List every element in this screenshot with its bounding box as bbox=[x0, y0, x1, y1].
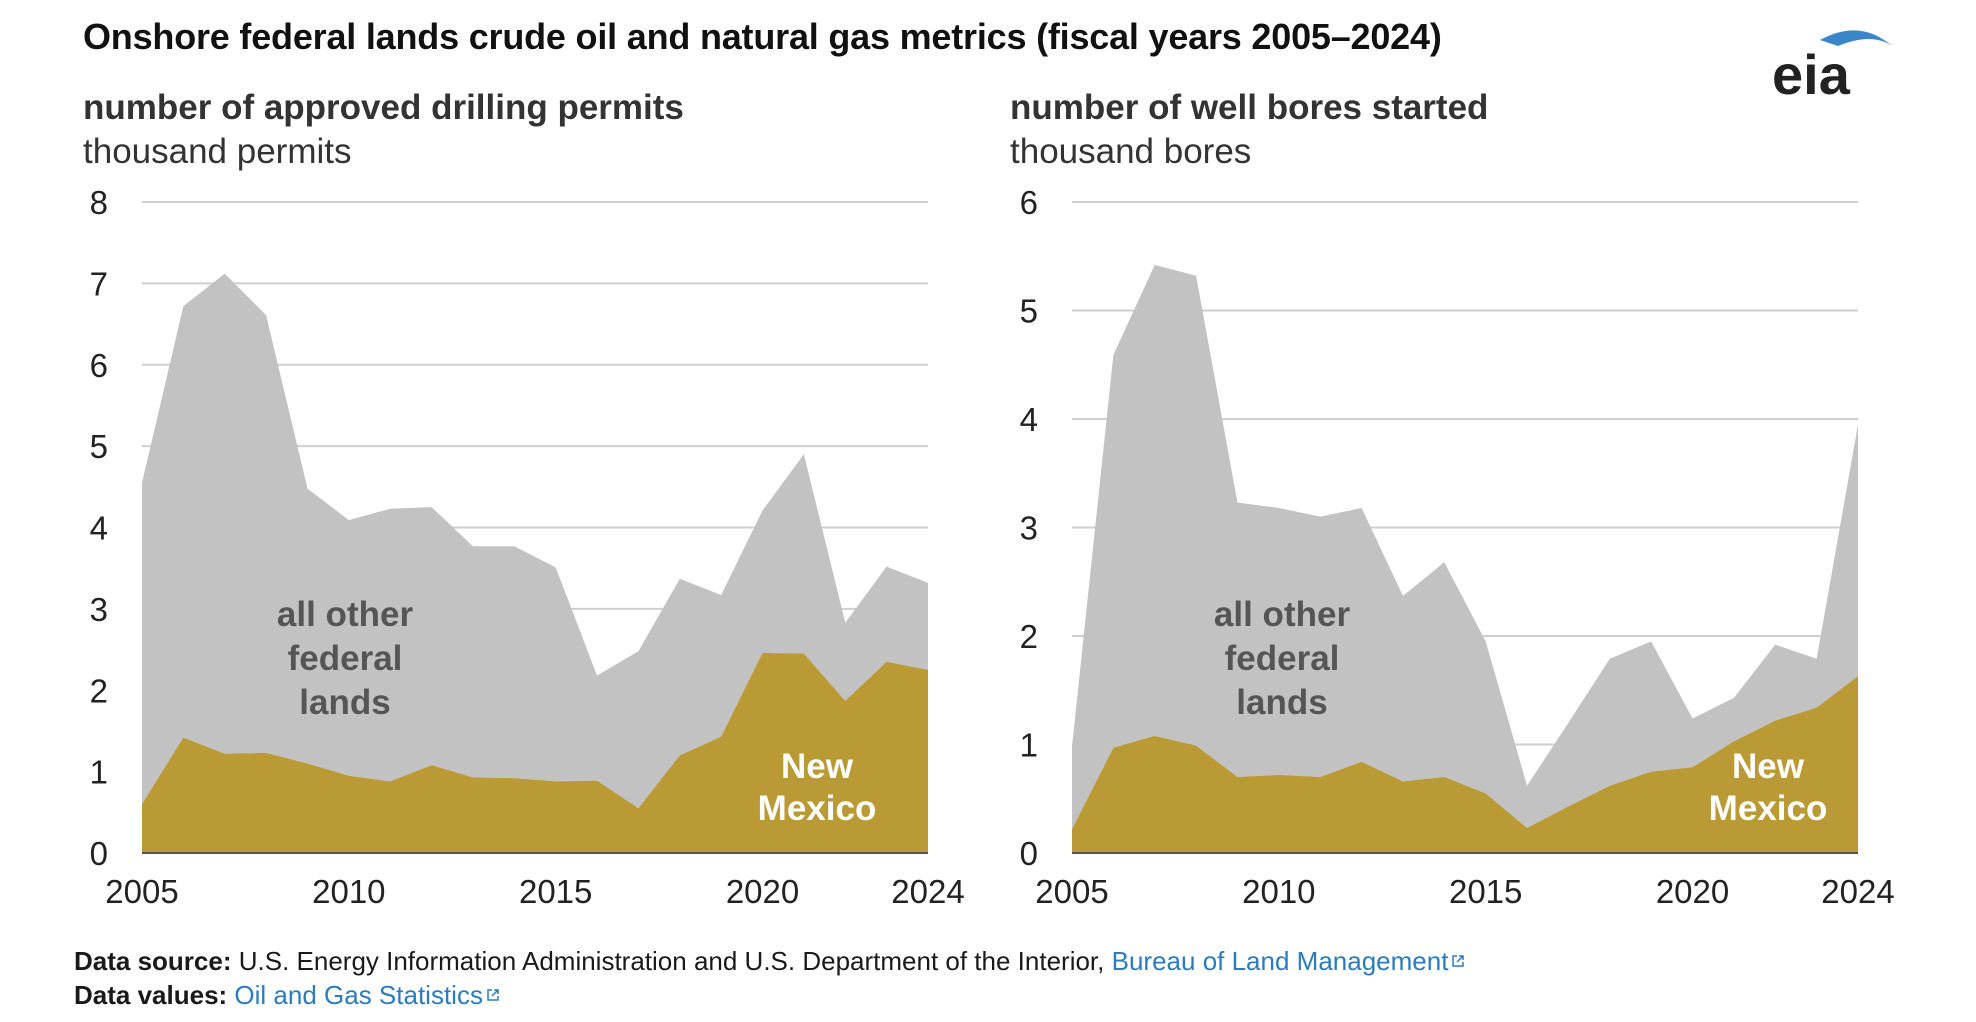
series-label-line: Mexico bbox=[758, 789, 877, 828]
logo-text: eia bbox=[1772, 43, 1851, 106]
x-tick-label: 2024 bbox=[891, 873, 964, 910]
source-label: Data source: bbox=[74, 946, 232, 976]
y-tick-label: 8 bbox=[90, 184, 108, 221]
y-tick-label: 7 bbox=[90, 265, 108, 302]
footer: Data source: U.S. Energy Information Adm… bbox=[74, 944, 1465, 1012]
x-tick-label: 2024 bbox=[1821, 873, 1894, 910]
series-label-line: federal bbox=[288, 639, 403, 678]
well-bores-chart: 0 1 2 3 4 5 6 2005 2010 2015 2020 2024 all other fede… bbox=[1020, 184, 1895, 910]
series-label-all-other-federal-lands: all other federal lands bbox=[1214, 595, 1351, 722]
series-label-line: New bbox=[781, 747, 854, 786]
y-tick-label: 2 bbox=[90, 672, 108, 709]
x-tick-label: 2020 bbox=[1656, 873, 1729, 910]
y-tick-label: 2 bbox=[1020, 618, 1038, 655]
area-new-mexico bbox=[1072, 676, 1858, 853]
y-tick-label: 3 bbox=[1020, 510, 1038, 547]
y-tick-label: 1 bbox=[90, 754, 108, 791]
y-tick-label: 3 bbox=[90, 591, 108, 628]
area-all-other-federal-lands bbox=[142, 273, 928, 809]
left-panel-title: number of approved drilling permits bbox=[83, 88, 684, 127]
x-tick-label: 2010 bbox=[312, 873, 385, 910]
x-tick-label: 2020 bbox=[726, 873, 799, 910]
right-panel-unit: thousand bores bbox=[1010, 132, 1252, 171]
series-label-line: federal bbox=[1225, 639, 1340, 678]
series-label-line: all other bbox=[1214, 595, 1351, 634]
series-label-line: Mexico bbox=[1709, 789, 1828, 828]
y-tick-label: 6 bbox=[1020, 184, 1038, 221]
left-panel-unit: thousand permits bbox=[83, 132, 352, 171]
x-tick-label: 2015 bbox=[1449, 873, 1522, 910]
right-panel-title: number of well bores started bbox=[1010, 88, 1489, 127]
values-label: Data values: bbox=[74, 980, 228, 1010]
oil-gas-statistics-link[interactable]: Oil and Gas Statistics bbox=[234, 980, 483, 1010]
x-tick-label: 2005 bbox=[105, 873, 178, 910]
y-tick-label: 5 bbox=[90, 428, 108, 465]
series-label-new-mexico: New Mexico bbox=[1709, 747, 1828, 828]
series-label-line: lands bbox=[299, 683, 390, 722]
source-line: Data source: U.S. Energy Information Adm… bbox=[74, 944, 1465, 978]
series-label-all-other-federal-lands: all other federal lands bbox=[277, 595, 414, 722]
series-label-line: lands bbox=[1236, 683, 1327, 722]
y-tick-label: 0 bbox=[90, 835, 108, 872]
y-tick-label: 1 bbox=[1020, 727, 1038, 764]
y-tick-label: 5 bbox=[1020, 293, 1038, 330]
series-label-new-mexico: New Mexico bbox=[758, 747, 877, 828]
values-line: Data values: Oil and Gas Statistics bbox=[74, 978, 1465, 1012]
y-tick-label: 0 bbox=[1020, 835, 1038, 872]
logo-arc-icon bbox=[1820, 30, 1892, 46]
blm-link[interactable]: Bureau of Land Management bbox=[1111, 946, 1449, 976]
chart-title: Onshore federal lands crude oil and natu… bbox=[83, 16, 1442, 57]
x-tick-label: 2005 bbox=[1035, 873, 1108, 910]
eia-logo: eia bbox=[1772, 30, 1892, 106]
x-tick-label: 2010 bbox=[1242, 873, 1315, 910]
series-label-line: New bbox=[1732, 747, 1805, 786]
external-link-icon bbox=[487, 989, 499, 1001]
x-tick-label: 2015 bbox=[519, 873, 592, 910]
y-tick-label: 4 bbox=[90, 510, 108, 547]
permits-chart: 0 1 2 3 4 5 6 7 8 2005 2010 2015 2020 2024 all other fe… bbox=[90, 184, 965, 910]
y-tick-label: 4 bbox=[1020, 401, 1038, 438]
y-tick-label: 6 bbox=[90, 347, 108, 384]
area-all-other-federal-lands bbox=[1072, 264, 1858, 830]
series-label-line: all other bbox=[277, 595, 414, 634]
area-new-mexico bbox=[142, 652, 928, 853]
source-text: U.S. Energy Information Administration a… bbox=[238, 946, 1105, 976]
external-link-icon bbox=[1452, 955, 1465, 967]
